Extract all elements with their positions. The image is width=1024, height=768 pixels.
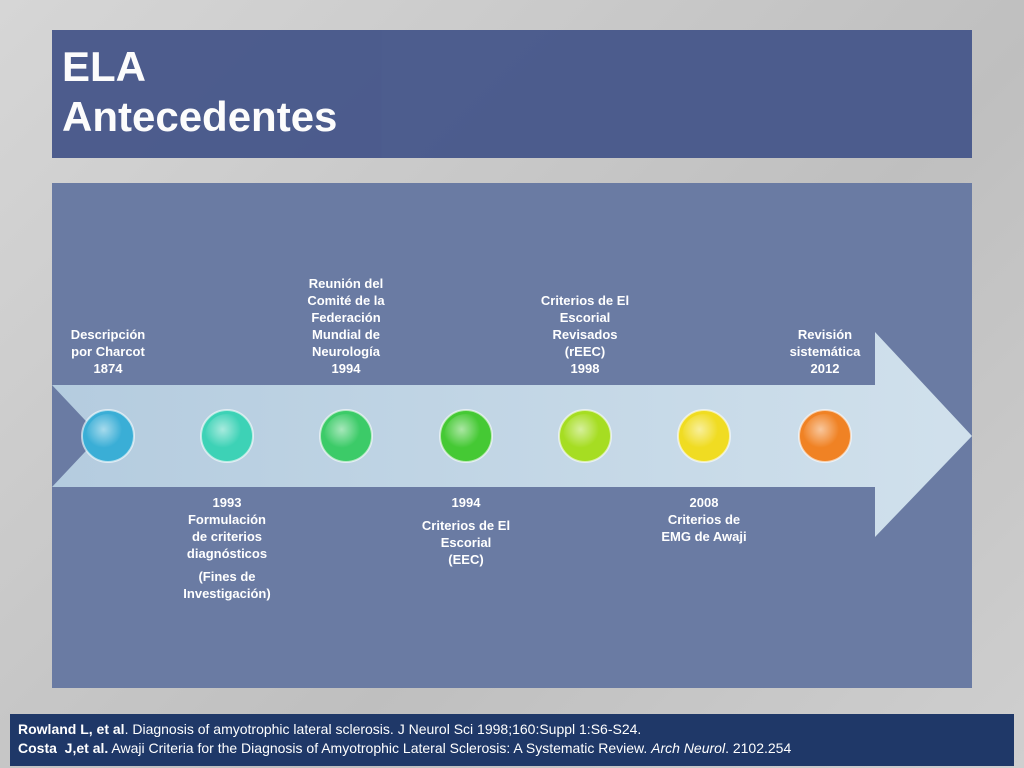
event-text: 2008 [689,495,719,510]
title-box: ELA Antecedentes [52,30,972,158]
reference: Costa J,et al. Awaji Criteria for the Di… [18,739,1006,758]
references: Rowland L, et al. Diagnosis of amyotroph… [10,714,1014,766]
event-text: 2012 [810,361,840,376]
event-text: Escorial [440,535,492,550]
node-shine [563,414,607,458]
event-text: Descripción [70,327,146,342]
event-text: Formulación [187,512,266,527]
reference-part: Costa J,et al. [18,740,109,756]
event-block: Criterios de El Escorial (EEC) [401,517,531,568]
node-shine [803,414,847,458]
reference-part: . Diagnosis of amyotrophic lateral scler… [124,721,642,737]
event-text: (Fines de [198,569,256,584]
title-line: ELA [62,43,146,90]
node-shine [444,414,488,458]
event-text: por Charcot [71,344,145,359]
event-label: 1993 Formulación de criterios diagnósticos (… [162,494,292,602]
arrow [52,332,972,537]
event-text: Revisión [797,327,853,342]
event-text: 1993 [212,495,242,510]
title-line: Antecedentes [62,93,338,140]
event-label: Criterios de El Escorial Revisados (rEEC) 19… [520,292,650,377]
node-shine [324,414,368,458]
event-label: 2008 Criterios de EMG de Awaji [639,494,769,545]
event-label: Descripción por Charcot 1874 [43,326,173,377]
event-text: Criterios de El [540,293,630,308]
reference-part: Rowland L, et al [18,721,125,737]
event-text: EMG de Awaji [661,529,747,544]
event-block: Reunión del Comité de la Federación Mundial… [281,275,411,377]
event-text: (EEC) [448,552,484,567]
reference-part: Awaji Criteria for the Diagnosis of Amyo… [108,740,652,756]
node-shine [682,414,726,458]
event-text: 1994 [331,361,361,376]
reference: Rowland L, et al. Diagnosis of amyotroph… [18,720,1006,739]
event-text: Escorial [559,310,611,325]
reference-part: . 2102.254 [725,740,792,756]
event-text: 1998 [570,361,600,376]
event-label: Reunión del Comité de la Federación Mundial… [281,275,411,377]
event-label: Revisión sistemática 2012 [760,326,890,377]
event-text: diagnósticos [186,546,268,561]
event-block: 1994 [401,494,531,511]
event-block: (Fines de Investigación) [162,568,292,602]
event-text: Criterios de El [421,518,511,533]
event-text: (rEEC) [564,344,606,359]
event-text: Comité de la [307,293,385,308]
event-text: Federación [311,310,381,325]
event-text: Criterios de [667,512,741,527]
event-text: Revisados [552,327,618,342]
event-block: 2008 Criterios de EMG de Awaji [639,494,769,545]
event-text: Investigación) [183,586,271,601]
event-text: 1994 [451,495,481,510]
event-block: 1993 Formulación de criterios diagnósticos [162,494,292,562]
event-block: Descripción por Charcot 1874 [43,326,173,377]
event-text: Mundial de [312,327,380,342]
node-shine [86,414,130,458]
event-text: de criterios [191,529,263,544]
event-text: Reunión del [308,276,384,291]
event-block: Criterios de El Escorial Revisados (rEEC) 19… [520,292,650,377]
event-label: 1994 Criterios de El Escorial (EEC) [401,494,531,568]
node-shine [205,414,249,458]
event-block: Revisión sistemática 2012 [760,326,890,377]
event-text: sistemática [789,344,861,359]
event-text: Neurología [312,344,380,359]
event-text: 1874 [93,361,123,376]
reference-part: Arch Neurol [651,740,726,756]
